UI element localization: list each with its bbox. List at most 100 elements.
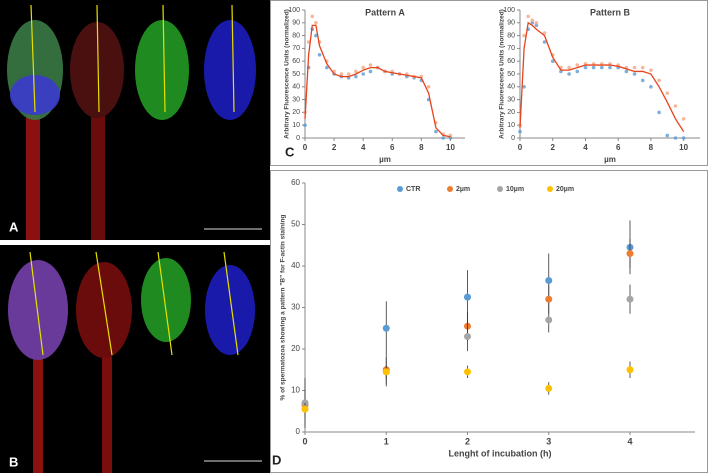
y-tick-label: 30 [507,96,515,103]
y-tick-label: 100 [503,7,515,14]
data-point [530,18,535,23]
y-tick-label: 0 [296,135,300,142]
data-point [382,368,390,376]
data-point [339,72,344,76]
y-tick-label: 40 [291,261,300,270]
y-tick-label: 20 [507,109,515,116]
y-tick-label: 80 [292,32,300,39]
data-point [608,65,612,70]
x-tick-label: 10 [679,143,688,152]
data-line [304,24,451,138]
x-axis-label: µm [379,155,391,164]
data-point [346,72,351,76]
data-point [591,65,596,70]
y-tick-label: 90 [507,20,515,27]
x-tick-label: 4 [583,143,588,152]
data-point [649,68,653,72]
x-tick-label: 0 [303,143,308,152]
chart-title: Pattern A [365,7,405,17]
data-point [426,85,431,89]
head [141,258,191,342]
y-axis-label: Arbitrary Fluorescence Units (normalized… [499,9,506,139]
data-point [464,368,471,376]
data-point [325,65,329,70]
profile-arrow [157,251,173,356]
data-point [583,65,588,70]
panel-label: C [285,144,295,159]
y-tick-label: 90 [292,20,300,27]
y-tick-label: 0 [296,427,301,436]
data-point [530,21,535,25]
data-point [632,65,637,70]
y-tick-label: 40 [292,84,300,91]
data-point [545,316,553,324]
data-point [441,136,445,140]
data-point [632,72,637,76]
x-tick-label: 4 [361,143,366,152]
x-tick-label: 6 [390,143,395,152]
profile-arrow [95,251,113,356]
panel-d-frame [270,170,708,473]
data-point [657,78,661,83]
y-tick-label: 60 [291,178,300,187]
data-point [575,69,580,74]
tail [26,115,40,240]
x-tick-label: 4 [627,436,632,446]
data-point [542,31,547,35]
head [135,20,189,120]
tail [91,115,105,240]
x-tick-label: 8 [419,143,424,152]
data-point [464,333,471,341]
chart-title: Pattern B [590,7,631,17]
data-point [310,14,315,19]
y-axis-label: Arbitrary Fluorescence Units (normalized… [284,9,291,139]
data-point [534,23,539,28]
data-point [550,59,555,63]
y-tick-label: 30 [291,303,300,312]
data-point [368,69,373,74]
data-point [317,53,322,57]
head [204,20,256,120]
panel-label: D [272,452,281,467]
y-tick-label: 30 [292,96,300,103]
y-tick-label: 40 [507,84,515,91]
micrographs [0,0,270,473]
panel-label: A [9,219,19,234]
y-tick-label: 20 [292,109,300,116]
data-point [626,366,634,374]
tail [33,355,43,473]
data-point [545,384,553,392]
data-point [673,136,678,140]
head [70,22,124,118]
y-tick-label: 10 [507,122,515,129]
x-axis-label: Lenght of incubation (h) [449,448,552,458]
profile-arrow [223,251,239,356]
x-tick-label: 6 [616,143,621,152]
legend-label: CTR [406,186,420,193]
data-point [522,85,526,89]
legend-swatch [397,186,403,192]
data-point [681,117,686,121]
data-point [600,65,604,70]
head [10,75,60,115]
x-tick-label: 10 [446,143,455,152]
x-tick-label: 2 [332,143,337,152]
data-point [301,405,309,413]
panel-label: B [9,454,18,469]
data-point [522,33,526,38]
data-point [626,250,634,258]
profile-arrow [30,4,36,113]
data-point [657,110,661,115]
data-point [545,295,553,303]
profile-arrow [231,4,235,113]
x-tick-label: 2 [465,436,470,446]
legend-label: 10µm [506,186,524,193]
data-point [665,133,670,138]
legend-swatch [447,186,453,192]
data-point [681,136,686,140]
data-point [624,69,629,74]
y-tick-label: 50 [507,71,515,78]
data-point [303,123,307,127]
y-tick-label: 70 [292,45,300,52]
